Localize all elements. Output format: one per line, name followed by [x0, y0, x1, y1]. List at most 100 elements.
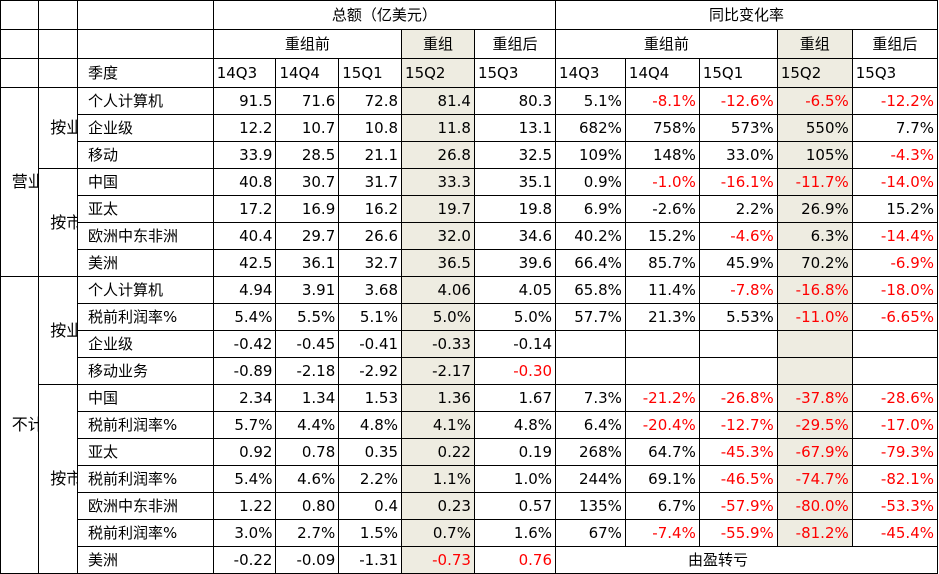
- yoy-value-cell: -20.4%: [624, 411, 700, 439]
- total-value-cell: 0.19: [473, 438, 557, 466]
- yoy-value-cell: -12.6%: [698, 87, 778, 115]
- yoy-value-cell: 33.0%: [698, 141, 778, 169]
- corner-cell: [0, 29, 40, 59]
- section-label-profit: 不计重组费用的税前利润: [0, 276, 40, 574]
- reorg-header: 重组: [776, 29, 853, 59]
- total-value-cell: 32.0: [401, 222, 475, 250]
- table-row: 美洲 -0.22 -0.09 -1.31 -0.73 0.76 由盈转亏: [1, 546, 938, 574]
- table-row: 营业收入 按业务个人计算机91.571.672.881.480.35.1%-8.1…: [0, 87, 939, 277]
- yoy-value-cell: -45.3%: [698, 438, 778, 466]
- yoy-value-cell: -4.6%: [698, 222, 778, 250]
- total-value-cell: 17.2: [212, 195, 277, 223]
- yoy-value-cell: 65.8%: [555, 276, 626, 304]
- total-value-cell: 40.4: [212, 222, 277, 250]
- yoy-value-cell: -4.3%: [851, 141, 939, 169]
- total-value-cell: 0.22: [401, 438, 475, 466]
- total-value-cell: 19.8: [473, 195, 557, 223]
- yoy-value-cell: -26.8%: [698, 384, 778, 412]
- table-row: 移动业务 -0.89 -2.18 -2.92 -2.17 -0.30: [1, 357, 939, 385]
- row-label: 美洲: [76, 249, 214, 277]
- total-value-cell: 1.5%: [338, 519, 403, 547]
- yoy-value-cell: [698, 330, 778, 358]
- corner-cell: [38, 58, 78, 88]
- yoy-value-cell: [555, 357, 626, 385]
- total-value-cell: -0.22: [212, 546, 277, 574]
- yoy-value-cell: 57.7%: [555, 303, 626, 331]
- yoy-value-cell: -29.5%: [776, 411, 853, 439]
- yoy-value-cell: -6.9%: [851, 249, 939, 277]
- quarter-header: 14Q4: [275, 58, 340, 88]
- total-value-cell: 3.91: [275, 276, 340, 304]
- yoy-value-cell: 573%: [698, 114, 778, 142]
- yoy-value-cell: [851, 330, 939, 358]
- total-value-cell: 30.7: [275, 168, 340, 196]
- total-value-cell: 29.7: [275, 222, 340, 250]
- americas-profit-note: 由盈转亏: [555, 546, 938, 574]
- total-value-cell: 5.0%: [473, 303, 557, 331]
- yoy-value-cell: -16.8%: [776, 276, 853, 304]
- reorg-header: 重组: [401, 29, 475, 59]
- total-value-cell: 80.3: [473, 87, 557, 115]
- yoy-value-cell: 11.4%: [624, 276, 700, 304]
- table-row: 欧洲中东非洲 40.4 29.7 26.6 32.0 34.6 40.2% 15.2% -4.6…: [1, 222, 939, 250]
- table-row: 按市场中国40.830.731.733.335.10.9%-1.0%-16.1%…: [1, 168, 939, 277]
- yoy-value-cell: 15.2%: [851, 195, 939, 223]
- yoy-value-cell: [776, 357, 853, 385]
- table-row: 企业级 -0.42 -0.45 -0.41 -0.33 -0.14: [1, 330, 939, 358]
- yoy-value-cell: 6.3%: [776, 222, 853, 250]
- yoy-value-cell: [624, 330, 700, 358]
- section-label-text: 不计重组费用的税前利润: [11, 414, 38, 434]
- quarter-header: 14Q3: [212, 58, 277, 88]
- quarter-header: 15Q2: [776, 58, 853, 88]
- row-label: 企业级: [76, 114, 214, 142]
- yoy-value-cell: -12.7%: [698, 411, 778, 439]
- section-label-text: 营业收入: [11, 172, 38, 191]
- row-label: 税前利润率%: [76, 303, 214, 331]
- total-value-cell: 0.76: [473, 546, 557, 574]
- corner-cell: [0, 58, 40, 88]
- yoy-value-cell: 67%: [555, 519, 626, 547]
- yoy-value-cell: [776, 330, 853, 358]
- yoy-value-cell: 70.2%: [776, 249, 853, 277]
- table-row: 税前利润率% 5.7% 4.4% 4.8% 4.1% 4.8% 6.4% -20.4% -12.…: [1, 411, 939, 439]
- yoy-value-cell: 105%: [776, 141, 853, 169]
- row-label: 欧洲中东非洲: [76, 492, 214, 520]
- row-label: 税前利润率%: [76, 465, 214, 493]
- total-value-cell: 1.22: [212, 492, 277, 520]
- yoy-value-cell: 85.7%: [624, 249, 700, 277]
- yoy-value-cell: -17.0%: [851, 411, 939, 439]
- yoy-value-cell: -18.0%: [851, 276, 939, 304]
- yoy-value-cell: -6.5%: [776, 87, 853, 115]
- yoy-value-cell: -11.0%: [776, 303, 853, 331]
- total-value-cell: 19.7: [401, 195, 475, 223]
- yoy-value-cell: -28.6%: [851, 384, 939, 412]
- yoy-value-cell: 15.2%: [624, 222, 700, 250]
- total-value-cell: 4.06: [401, 276, 475, 304]
- total-value-cell: 71.6: [275, 87, 340, 115]
- total-value-cell: 4.8%: [338, 411, 403, 439]
- yoy-value-cell: 6.7%: [624, 492, 700, 520]
- group-label-text: 按业务: [50, 320, 76, 340]
- table-row: 企业级 12.2 10.7 10.8 11.8 13.1 682% 758% 573% 550% 7…: [1, 114, 939, 142]
- yoy-value-cell: 109%: [555, 141, 626, 169]
- total-value-cell: 5.5%: [275, 303, 340, 331]
- total-value-cell: 4.4%: [275, 411, 340, 439]
- quarter-header: 14Q3: [555, 58, 626, 88]
- total-value-cell: 11.8: [401, 114, 475, 142]
- total-value-cell: 40.8: [212, 168, 277, 196]
- total-value-cell: 81.4: [401, 87, 475, 115]
- yoy-value-cell: -2.6%: [624, 195, 700, 223]
- total-value-cell: 31.7: [338, 168, 403, 196]
- total-value-cell: 5.1%: [338, 303, 403, 331]
- total-value-cell: 2.34: [212, 384, 277, 412]
- total-value-cell: 10.7: [275, 114, 340, 142]
- yoy-value-cell: 2.2%: [698, 195, 778, 223]
- yoy-value-cell: 244%: [555, 465, 626, 493]
- table-row: 亚太 0.92 0.78 0.35 0.22 0.19 268% 64.7% -45.3% -67…: [1, 438, 939, 466]
- total-value-cell: 36.1: [275, 249, 340, 277]
- total-value-cell: 0.78: [275, 438, 340, 466]
- yoy-value-cell: 21.3%: [624, 303, 700, 331]
- corner-cell: [38, 29, 78, 59]
- row-label: 亚太: [76, 195, 214, 223]
- yoy-value-cell: 550%: [776, 114, 853, 142]
